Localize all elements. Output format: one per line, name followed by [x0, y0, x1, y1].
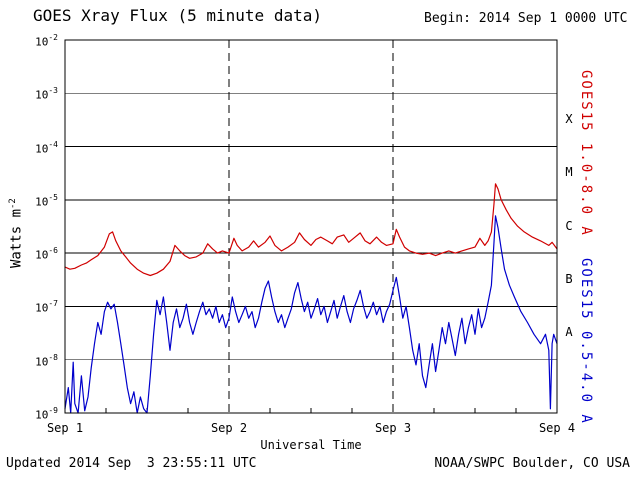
- flare-class-letter-A: A: [565, 325, 573, 340]
- series-line-short: [64, 215, 558, 414]
- y-tick-label: 10-5: [35, 192, 58, 209]
- plot-border: [64, 39, 558, 414]
- flare-class-letter-C: C: [565, 218, 573, 233]
- y-tick-label: 10-6: [35, 246, 58, 262]
- y-tick-label: 10-3: [35, 86, 58, 102]
- flare-class-letter-M: M: [565, 165, 573, 180]
- x-tick-label: Sep 4: [538, 421, 576, 435]
- begin-time-label: Begin: 2014 Sep 1 0000 UTC: [424, 11, 628, 26]
- y-tick-label: 10-8: [35, 352, 58, 369]
- y-tick-label: 10-2: [35, 33, 58, 49]
- series-label-short-channel: GOES15 0.5-4.0 A: [578, 258, 594, 425]
- source-credit: NOAA/SWPC Boulder, CO USA: [434, 456, 630, 471]
- series-line-long: [64, 183, 558, 277]
- y-tick-label: 10-7: [35, 299, 58, 316]
- x-tick-label: Sep 3: [374, 421, 412, 435]
- flare-class-letter-B: B: [565, 271, 573, 286]
- updated-timestamp: Updated 2014 Sep 3 23:55:11 UTC: [6, 456, 257, 471]
- y-tick-label: 10-4: [35, 139, 58, 156]
- x-tick-label: Sep 1: [46, 421, 84, 435]
- series-label-long-channel: GOES15 1.0-8.0 A: [578, 70, 594, 237]
- y-axis-label-exponent: -2: [8, 198, 18, 209]
- page-title: GOES Xray Flux (5 minute data): [33, 6, 322, 25]
- x-axis-label: Universal Time: [260, 438, 362, 452]
- y-tick-label: 10-9: [35, 406, 58, 422]
- x-tick-label: Sep 2: [210, 421, 248, 435]
- flare-class-letter-X: X: [565, 111, 573, 126]
